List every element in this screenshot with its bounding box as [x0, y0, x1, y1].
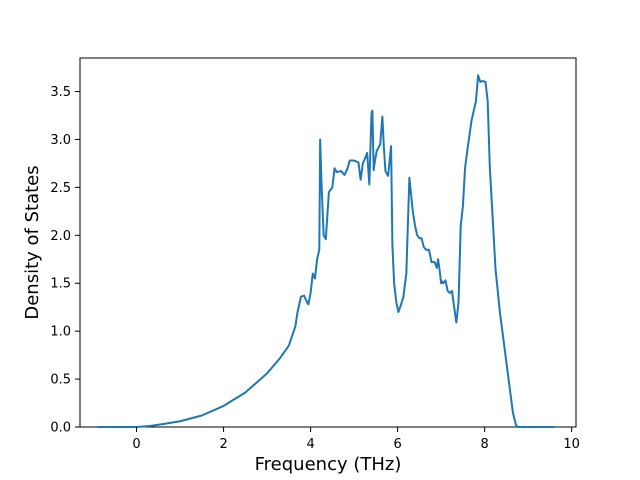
plot-frame: [79, 57, 577, 428]
y-tick-label: 0.5: [50, 373, 71, 388]
x-tick-label: 6: [393, 437, 401, 452]
y-tick-label: 2.5: [50, 181, 71, 196]
y-tick-label: 3.5: [50, 85, 71, 100]
y-tick-label: 1.0: [50, 325, 71, 340]
y-tick-label: 0.0: [50, 421, 71, 436]
plot-area: [79, 57, 577, 428]
x-tick-label: 4: [306, 437, 314, 452]
dos-series-line: [96, 74, 556, 428]
y-tick-label: 1.5: [50, 277, 71, 292]
x-axis-label: Frequency (THz): [255, 454, 402, 475]
x-tick-label: 2: [219, 437, 227, 452]
y-axis-ticks: 0.0 0.5 1.0 1.5 2.0 2.5 3.0 3.5: [50, 85, 80, 436]
x-tick-label: 10: [563, 437, 580, 452]
x-tick-label: 0: [132, 437, 140, 452]
y-axis-label: Density of States: [22, 165, 43, 319]
x-axis-ticks: 0 2 4 6 8 10: [132, 427, 580, 452]
y-tick-label: 3.0: [50, 133, 71, 148]
y-tick-label: 2.0: [50, 229, 71, 244]
x-tick-label: 8: [480, 437, 488, 452]
